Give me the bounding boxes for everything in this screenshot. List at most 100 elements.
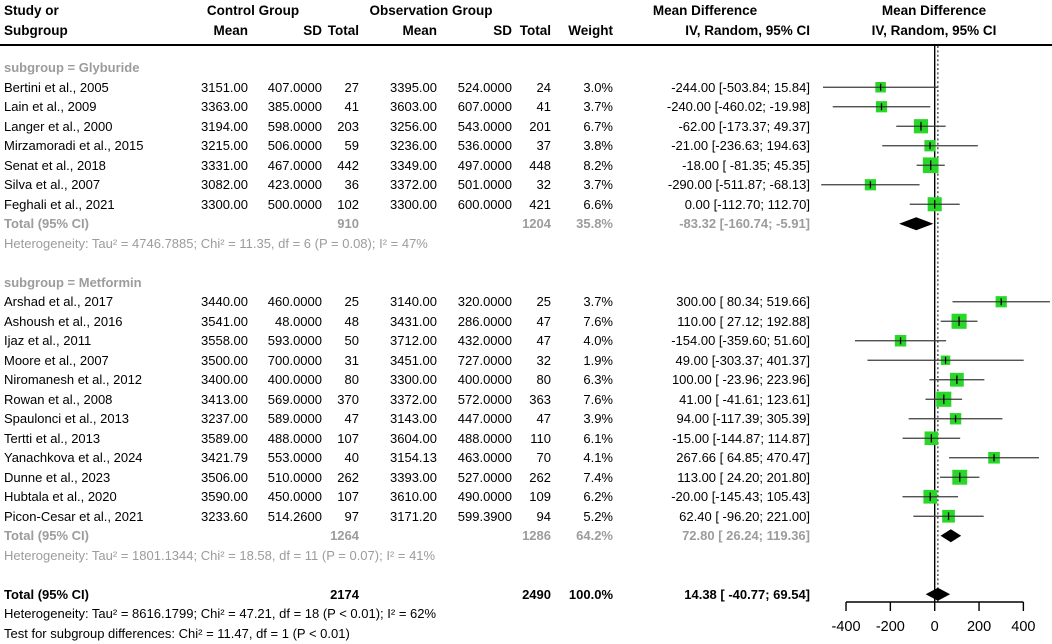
study-row-o_mean: 3140.00 xyxy=(390,294,437,309)
subgroup-label-row-study: subgroup = Metformin xyxy=(4,274,142,290)
subgroup-total-row-study: Total (95% CI) xyxy=(4,216,89,231)
subgroup-total-row-c_total: 910 xyxy=(337,216,359,231)
study-row-c_sd: 48.0000 xyxy=(275,313,322,329)
study-row-o_sd: 447.0000 xyxy=(457,411,512,426)
heterogeneity-row: Heterogeneity: Tau² = 4746.7885; Chi² = … xyxy=(0,234,1052,254)
study-row-o_total: 109 xyxy=(529,489,551,504)
study-row-o_sd: 501.0000 xyxy=(457,177,512,192)
study-row-study: Niromanesh et al., 2012 xyxy=(4,372,143,387)
overall-total-row: Total (95% CI) 2174 2490 100.0% 14.38 [ -40.… xyxy=(0,585,1052,605)
subgroup-label-row-study: subgroup = Glyburide xyxy=(4,60,140,75)
study-row-o_sd: 286.0000 xyxy=(457,313,512,329)
study-row-o_sd: 490.0000 xyxy=(457,489,512,504)
study-row-c_sd: 385.0000 xyxy=(267,99,322,114)
study-row-o_sd: 607.0000 xyxy=(457,99,512,114)
study-row-weight: 4.0% xyxy=(583,333,613,348)
study-row-o_sd: 463.0000 xyxy=(457,450,512,465)
study-row-o_mean: 3372.00 xyxy=(390,177,437,192)
subgroup-total-row-md_text: -83.32 [-160.74; -5.91] xyxy=(679,216,810,231)
study-row-md_text: -240.00 [-460.02; -19.98] xyxy=(666,99,810,114)
study-row-study: Picon-Cesar et al., 2021 xyxy=(4,508,144,524)
study-row-o_sd: 400.0000 xyxy=(457,372,512,387)
spacer-row xyxy=(0,565,1052,585)
study-row-c_mean: 3500.00 xyxy=(201,352,248,368)
study-row-c_total: 25 xyxy=(344,294,359,309)
study-row-c_total: 442 xyxy=(337,157,359,173)
header-observation-sd: SD xyxy=(493,23,512,38)
study-row-study: Silva et al., 2007 xyxy=(4,177,101,192)
header-observation-mean: Mean xyxy=(402,23,437,38)
study-row-study: Senat et al., 2018 xyxy=(4,157,106,173)
study-row-md_text: 41.00 [ -41.61; 123.61] xyxy=(679,391,810,407)
subgroup-total-row-study: Total (95% CI) xyxy=(4,528,89,543)
study-row-c_total: 203 xyxy=(337,118,359,134)
study-row: Arshad et al., 2017 3440.00 460.0000 25 3140… xyxy=(0,292,1052,312)
overall-total-row-o_total: 2490 xyxy=(522,586,551,602)
header-control-mean: Mean xyxy=(213,23,248,38)
study-row-md_text: -62.00 [-173.37; 49.37] xyxy=(678,118,810,134)
study-row-c_sd: 423.0000 xyxy=(267,177,322,192)
header-md-ci-plot: IV, Random, 95% CI xyxy=(871,23,997,38)
header-mean-difference-plot: Mean Difference xyxy=(881,3,987,18)
study-row-c_sd: 467.0000 xyxy=(267,157,322,173)
header-control-group: Control Group xyxy=(206,3,300,18)
study-row-weight: 7.4% xyxy=(583,469,613,485)
study-row-c_mean: 3590.00 xyxy=(201,489,248,504)
study-row-c_sd: 400.0000 xyxy=(267,372,322,387)
study-row-o_sd: 432.0000 xyxy=(457,333,512,348)
subgroup-total-row-c_total: 1264 xyxy=(330,528,359,543)
study-row-c_mean: 3331.00 xyxy=(201,157,248,173)
subgroup-total-row-o_total: 1204 xyxy=(522,216,551,231)
study-row-weight: 6.6% xyxy=(583,196,613,212)
study-row-c_total: 102 xyxy=(337,196,359,212)
study-row-md_text: 0.00 [-112.70; 112.70] xyxy=(684,196,810,212)
study-row: Feghali et al., 2021 3300.00 500.0000 102 33… xyxy=(0,195,1052,215)
study-row-c_mean: 3541.00 xyxy=(201,313,248,329)
spacer-row xyxy=(0,253,1052,273)
study-row-md_text: 267.66 [ 64.85; 470.47] xyxy=(676,450,810,465)
study-row: Ashoush et al., 2016 3541.00 48.0000 48 3431… xyxy=(0,312,1052,332)
subgroup-label-row: subgroup = Metformin xyxy=(0,273,1052,293)
study-row-o_mean: 3431.00 xyxy=(390,313,437,329)
header-control-sd: SD xyxy=(303,23,322,38)
heterogeneity-row-study: Heterogeneity: Tau² = 4746.7885; Chi² = … xyxy=(4,235,428,251)
study-row-o_sd: 599.3900 xyxy=(457,508,512,524)
header-separator-line xyxy=(0,44,1052,46)
study-row: Silva et al., 2007 3082.00 423.0000 36 3372.… xyxy=(0,175,1052,195)
study-row-c_sd: 700.0000 xyxy=(267,352,322,368)
study-row-weight: 7.6% xyxy=(583,313,613,329)
study-row-weight: 8.2% xyxy=(583,157,613,173)
subgroup-total-row-o_total: 1286 xyxy=(522,528,551,543)
subgroup-total-row-weight: 35.8% xyxy=(576,216,613,231)
study-row: Senat et al., 2018 3331.00 467.0000 442 3349… xyxy=(0,156,1052,176)
study-row-o_total: 363 xyxy=(529,391,551,407)
study-row-o_total: 421 xyxy=(529,196,551,212)
study-row-study: Yanachkova et al., 2024 xyxy=(4,450,143,465)
study-row: Lain et al., 2009 3363.00 385.0000 41 3603.0… xyxy=(0,97,1052,117)
study-row-o_mean: 3349.00 xyxy=(390,157,437,173)
study-row-o_total: 70 xyxy=(536,450,551,465)
study-row-o_mean: 3154.13 xyxy=(390,450,437,465)
study-row-c_total: 107 xyxy=(337,489,359,504)
study-row-c_total: 80 xyxy=(344,372,359,387)
study-row-c_sd: 407.0000 xyxy=(267,79,322,95)
study-row-c_total: 40 xyxy=(344,450,359,465)
study-row-c_mean: 3558.00 xyxy=(201,333,248,348)
study-row-o_mean: 3300.00 xyxy=(390,372,437,387)
study-row-c_mean: 3300.00 xyxy=(201,196,248,212)
study-row-c_mean: 3589.00 xyxy=(201,430,248,446)
study-row-c_mean: 3233.60 xyxy=(201,508,248,524)
study-row-c_total: 27 xyxy=(344,79,359,95)
study-row-study: Spaulonci et al., 2013 xyxy=(4,411,130,426)
study-row-study: Dunne et al., 2023 xyxy=(4,469,111,485)
study-row-md_text: 110.00 [ 27.12; 192.88] xyxy=(677,313,810,329)
study-row-weight: 6.7% xyxy=(583,118,613,134)
study-row: Dunne et al., 2023 3506.00 510.0000 262 3393… xyxy=(0,468,1052,488)
study-row-study: Rowan et al., 2008 xyxy=(4,391,113,407)
overall-total-row-weight: 100.0% xyxy=(568,586,613,602)
study-row-weight: 6.1% xyxy=(583,430,613,446)
study-row-weight: 3.0% xyxy=(583,79,613,95)
study-row-md_text: 113.00 [ 24.20; 201.80] xyxy=(677,469,810,485)
study-row-md_text: 94.00 [-117.39; 305.39] xyxy=(676,411,810,426)
